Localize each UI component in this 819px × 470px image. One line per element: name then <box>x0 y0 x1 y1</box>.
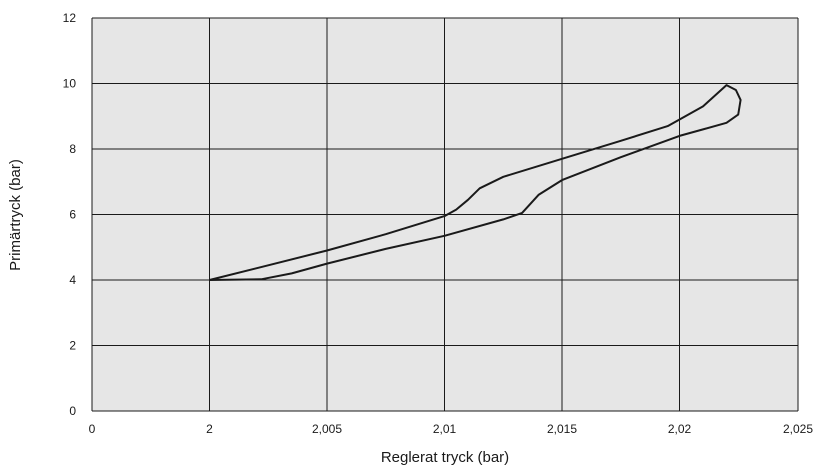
data-line <box>209 84 742 281</box>
x-tick-label: 2,015 <box>547 422 577 436</box>
x-tick-label: 2 <box>206 422 213 436</box>
y-tick-labels: 0 2 4 6 8 10 12 <box>63 11 77 418</box>
y-tick-label: 2 <box>69 339 76 353</box>
x-tick-label: 2,025 <box>783 422 813 436</box>
y-tick-label: 0 <box>69 404 76 418</box>
x-tick-label: 0 <box>89 422 96 436</box>
x-axis-label: Reglerat tryck (bar) <box>381 449 509 466</box>
x-tick-label: 2,01 <box>433 422 457 436</box>
y-axis-label: Primärtryck (bar) <box>7 159 24 271</box>
y-tick-label: 10 <box>63 77 77 91</box>
y-tick-label: 8 <box>69 142 76 156</box>
grid-lines <box>91 17 799 412</box>
x-tick-label: 2,005 <box>312 422 342 436</box>
y-tick-label: 6 <box>69 208 76 222</box>
y-tick-label: 12 <box>63 11 77 25</box>
x-tick-labels: 0 2 2,005 2,01 2,015 2,02 2,025 <box>89 422 814 436</box>
x-tick-label: 2,02 <box>668 422 692 436</box>
y-tick-label: 4 <box>69 273 76 287</box>
